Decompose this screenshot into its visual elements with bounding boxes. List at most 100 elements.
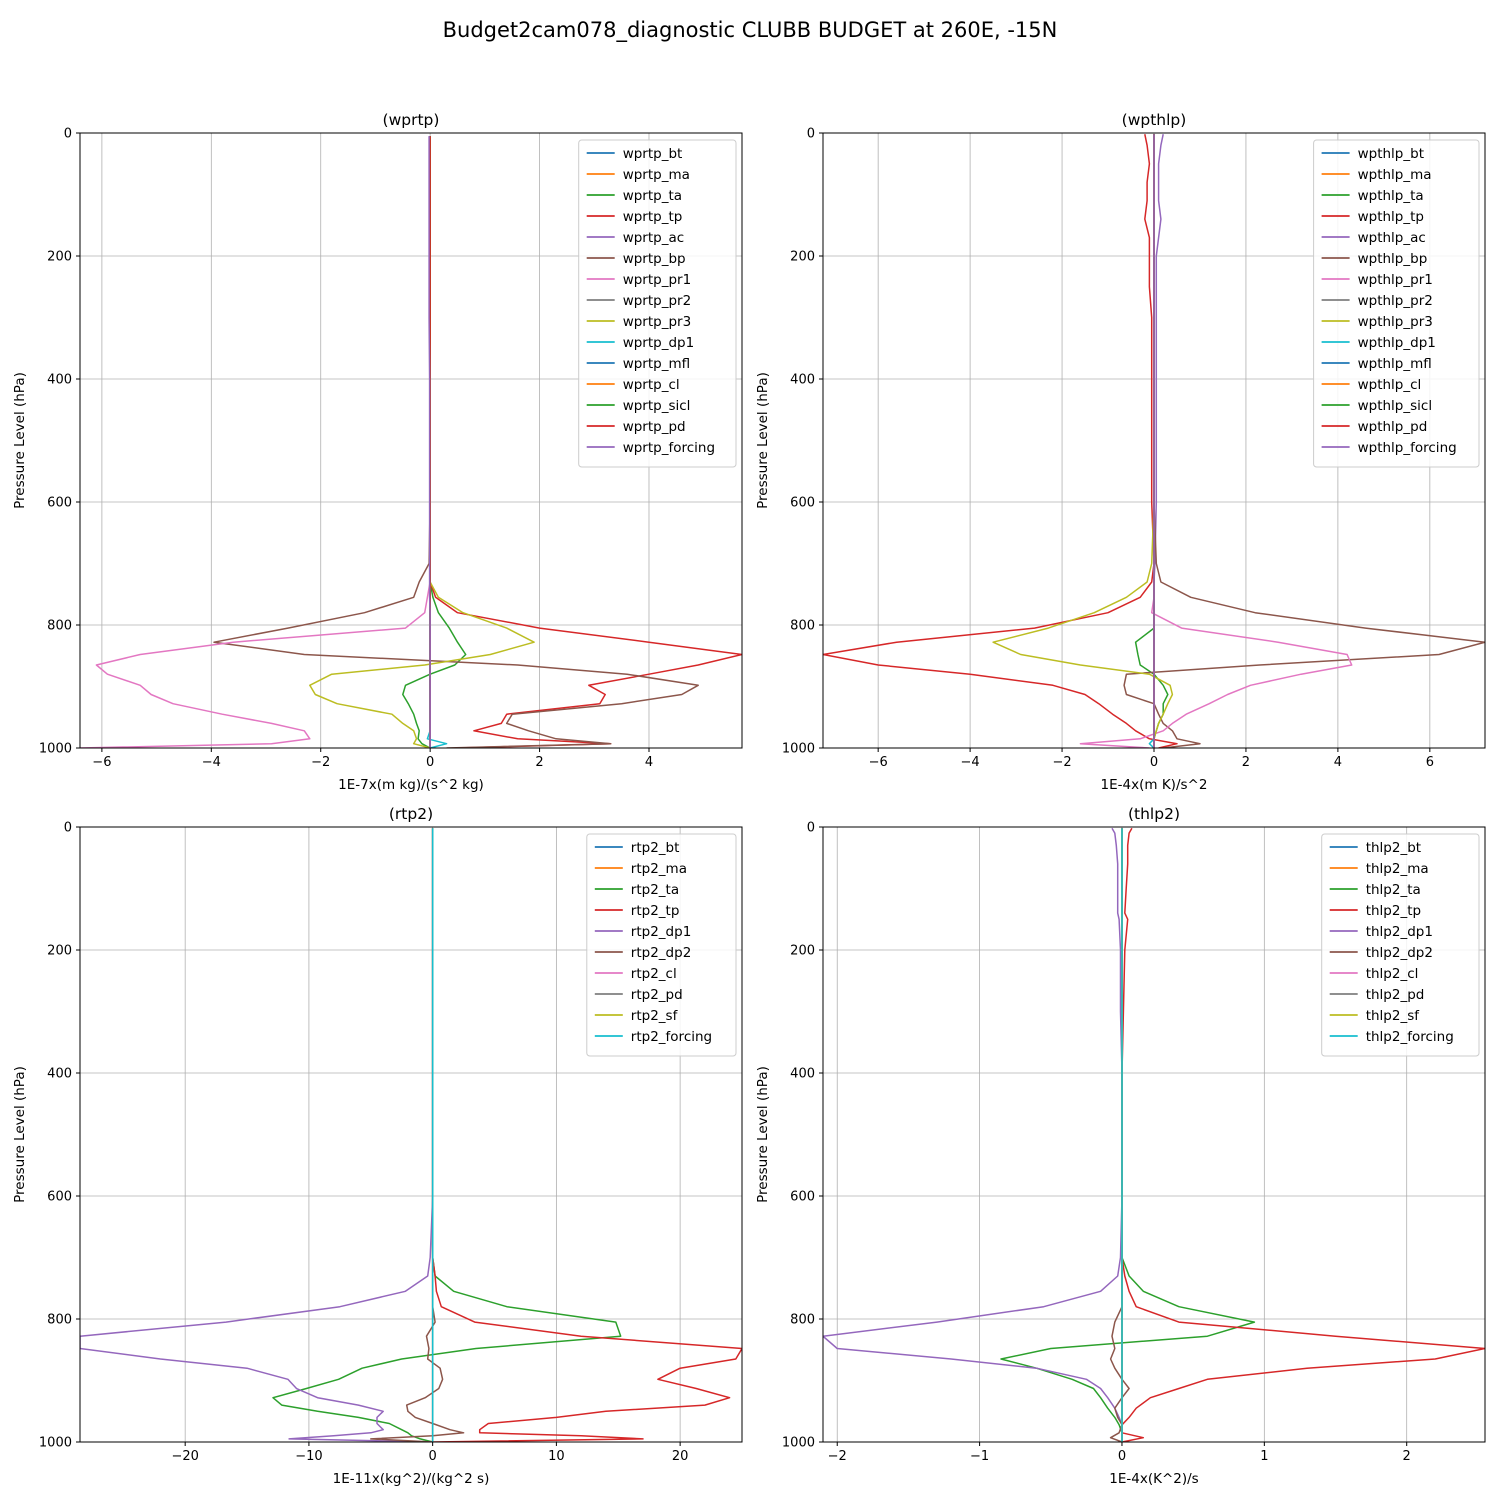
legend-entry: wprtp_ta (623, 188, 682, 204)
panel-rtp2: −20 −10 0 10 2002004006008001000(rtp2)1E-11x… (12, 805, 743, 1487)
x-tick-label: −6 (92, 755, 111, 770)
legend-entry: rtp2_bt (631, 840, 680, 856)
series-line-thlp2_tp (1121, 827, 1485, 1442)
y-tick-label: 1000 (782, 742, 815, 757)
y-tick-label: 1000 (782, 1436, 815, 1451)
legend-entry: wprtp_tp (623, 209, 683, 225)
x-tick-label: 6 (1426, 755, 1434, 770)
legend-entry: wprtp_pr2 (623, 293, 691, 309)
legend-entry: thlp2_tp (1366, 903, 1421, 919)
y-tick-label: 0 (64, 821, 72, 836)
legend-entry: wpthlp_mfl (1358, 356, 1432, 372)
x-tick-label: −4 (961, 755, 980, 770)
legend-entry: rtp2_dp2 (631, 945, 691, 961)
legend-entry: wprtp_mfl (623, 356, 690, 372)
y-tick-label: 400 (790, 1067, 815, 1082)
legend-entry: rtp2_ta (631, 882, 679, 898)
panels: −6 −4 −2 0 2 402004006008001000(wprtp)1E-7x(m… (12, 111, 1486, 1487)
y-tick-label: 800 (790, 1313, 815, 1328)
legend-box (578, 139, 737, 468)
x-tick-label: −20 (171, 1449, 198, 1464)
legend-box (1321, 833, 1480, 1057)
y-axis-label: Pressure Level (hPa) (755, 1066, 771, 1203)
x-tick-label: 4 (1334, 755, 1342, 770)
y-tick-label: 200 (790, 250, 815, 265)
y-axis-label: Pressure Level (hPa) (755, 372, 771, 509)
y-tick-label: 600 (790, 496, 815, 511)
axes-frame (822, 826, 1486, 1443)
legend-entry: wpthlp_dp1 (1358, 335, 1436, 351)
series-lines (823, 827, 1485, 1442)
legend-entry: thlp2_sf (1366, 1008, 1421, 1024)
y-tick-label: 0 (64, 127, 72, 142)
x-axis-label: 1E-11x(kg^2)/(kg^2 s) (333, 1471, 490, 1487)
legend: rtp2_bt rtp2_ma rtp2_ta rtp2_tp rtp2_dp1 rtp2… (586, 833, 737, 1057)
x-tick-label: −1 (970, 1449, 989, 1464)
legend: wprtp_bt wprtp_ma wprtp_ta wprtp_tp wprtp_ac… (578, 139, 737, 468)
x-tick-label: 20 (672, 1449, 689, 1464)
legend-entry: thlp2_pd (1366, 987, 1425, 1003)
legend-entry: wpthlp_pd (1358, 419, 1428, 435)
y-tick-label: 400 (790, 373, 815, 388)
axes-frame (79, 826, 743, 1443)
legend-entry: wpthlp_ta (1358, 188, 1424, 204)
legend-entry: wprtp_pr1 (623, 272, 691, 288)
legend-entry: wprtp_pr3 (623, 314, 691, 330)
legend-entry: thlp2_bt (1366, 840, 1421, 856)
x-tick-label: 2 (535, 755, 543, 770)
legend-entry: rtp2_tp (631, 903, 680, 919)
legend-entry: rtp2_sf (631, 1008, 679, 1024)
y-tick-label: 600 (790, 1190, 815, 1205)
panel-title: (rtp2) (389, 805, 433, 823)
legend-entry: thlp2_dp1 (1366, 924, 1433, 940)
y-tick-label: 1000 (39, 1436, 72, 1451)
legend-entry: wprtp_pd (623, 419, 686, 435)
x-tick-label: 1 (1260, 1449, 1268, 1464)
y-tick-label: 600 (47, 1190, 72, 1205)
legend-entry: wpthlp_pr3 (1358, 314, 1433, 330)
legend-entry: thlp2_ma (1366, 861, 1429, 877)
legend-entry: rtp2_cl (631, 966, 677, 982)
x-tick-label: −6 (869, 755, 888, 770)
y-tick-label: 800 (790, 619, 815, 634)
legend-entry: wpthlp_cl (1358, 377, 1422, 393)
x-axis-label: 1E-4x(K^2)/s (1109, 1471, 1198, 1487)
legend-box (586, 833, 737, 1057)
legend-entry: wpthlp_tp (1358, 209, 1424, 225)
series-line-wpthlp_tp (823, 134, 1178, 748)
legend-entry: thlp2_forcing (1366, 1029, 1454, 1045)
axes-frame (79, 132, 743, 749)
series-lines (80, 828, 742, 1442)
x-tick-label: 0 (1118, 1449, 1126, 1464)
x-tick-label: −2 (828, 1449, 847, 1464)
legend-entry: wpthlp_pr1 (1358, 272, 1433, 288)
series-line-wprtp_forcing (428, 136, 431, 748)
legend-entry: wpthlp_bt (1358, 146, 1424, 162)
legend: wpthlp_bt wpthlp_ma wpthlp_ta wpthlp_tpwpth… (1313, 139, 1480, 468)
panel-wprtp: −6 −4 −2 0 2 4 0 200 400 600 800 1000 (wprtp) 1E-7x(m… (12, 111, 743, 793)
legend-entry: wpthlp_bp (1358, 251, 1428, 267)
legend-entry: wpthlp_ma (1358, 167, 1432, 183)
y-axis-label: Pressure Level (hPa) (12, 372, 28, 509)
x-tick-label: 2 (1403, 1449, 1411, 1464)
y-tick-label: 400 (47, 373, 72, 388)
y-tick-label: 600 (47, 496, 72, 511)
y-tick-label: 800 (47, 619, 72, 634)
figure-title: Budget2cam078_diagnostic CLUBB BUDGET at… (443, 18, 1058, 43)
legend-entry: wprtp_forcing (623, 440, 715, 456)
panel-thlp2: −2 −1 0 1 2 0 200 400 600 800 1000 (thlp2) 1E-4x(K^2… (755, 805, 1486, 1487)
y-tick-label: 200 (790, 944, 815, 959)
legend-entry: wprtp_cl (623, 377, 680, 393)
legend-entry: thlp2_cl (1366, 966, 1419, 982)
x-tick-label: 2 (1242, 755, 1250, 770)
x-tick-label: 10 (548, 1449, 565, 1464)
y-tick-label: 800 (47, 1313, 72, 1328)
y-tick-label: 200 (47, 250, 72, 265)
x-axis-label: 1E-4x(m K)/s^2 (1101, 777, 1208, 793)
legend-entry: wpthlp_pr2 (1358, 293, 1433, 309)
x-tick-label: −10 (295, 1449, 322, 1464)
legend: thlp2_bt thlp2_ma thlp2_ta thlp2_tp thlp2_dp… (1321, 833, 1480, 1057)
x-tick-label: 0 (426, 755, 434, 770)
